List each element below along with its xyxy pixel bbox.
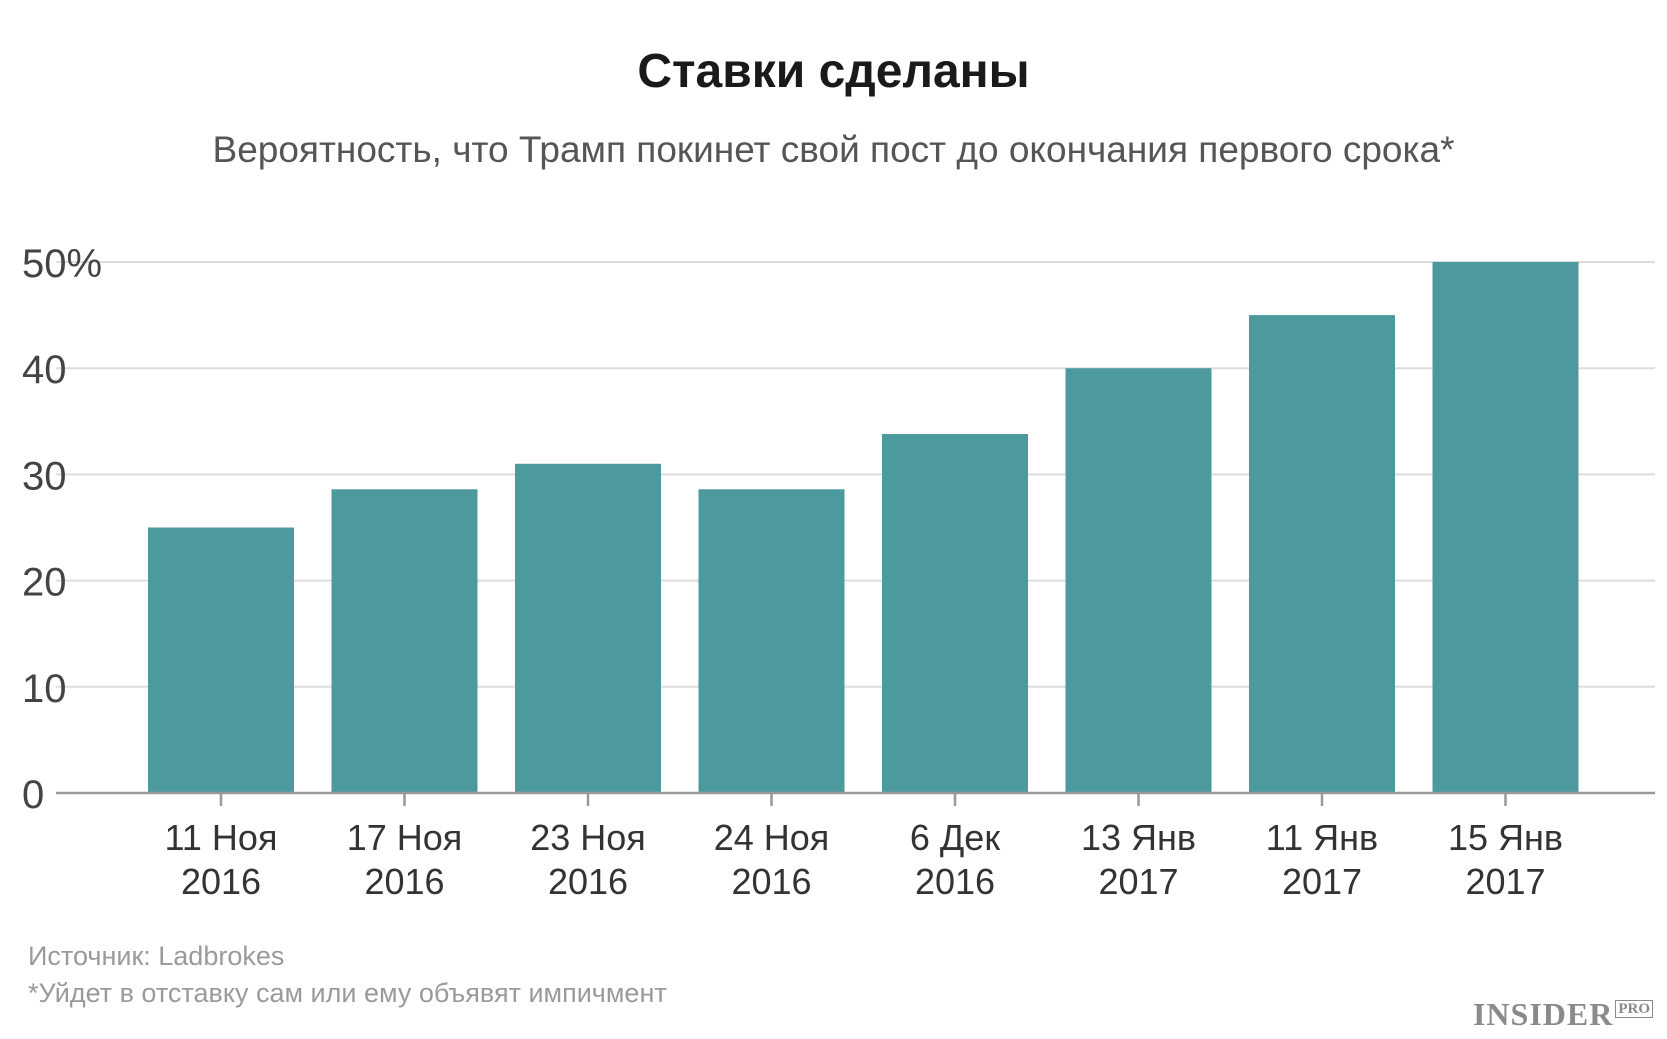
x-tick-label: 24 Ноя 2016 <box>714 817 830 902</box>
y-tick-label: 30 <box>22 454 67 498</box>
y-tick-label: 40 <box>22 348 67 392</box>
x-tick-label-line: 2016 <box>548 861 628 902</box>
x-tick-label-line: 6 Дек <box>910 817 1000 858</box>
x-tick-label-line: 2017 <box>1098 861 1178 902</box>
x-tick-label-line: 11 Янв <box>1266 817 1378 858</box>
x-tick-label: 6 Дек 2016 <box>910 817 1000 902</box>
x-tick-label: 11 Ноя 2016 <box>165 817 278 902</box>
x-tick-label: 17 Ноя 2016 <box>347 817 463 902</box>
x-tick-label-line: 2016 <box>915 861 995 902</box>
bar <box>148 527 294 793</box>
x-tick-label-line: 17 Ноя <box>347 817 463 858</box>
bar <box>882 434 1028 793</box>
y-tick-label: 50% <box>22 242 102 286</box>
y-tick-label: 10 <box>22 667 67 711</box>
bar <box>1065 368 1212 793</box>
x-tick-label-line: 2016 <box>181 861 261 902</box>
y-tick-label: 0 <box>22 773 44 817</box>
x-tick-label-line: 2017 <box>1465 861 1545 902</box>
x-tick-label-line: 13 Янв <box>1081 817 1196 858</box>
x-tick-label: 11 Янв 2017 <box>1266 817 1378 902</box>
bar <box>1249 315 1395 793</box>
x-tick-label-line: 23 Ноя <box>530 817 646 858</box>
bar <box>331 489 478 793</box>
x-tick-label: 13 Янв 2017 <box>1081 817 1196 902</box>
x-tick-label-line: 2016 <box>364 861 444 902</box>
bar <box>698 489 845 793</box>
bar <box>515 463 661 793</box>
footnote: *Уйдет в отставку сам или ему объявят им… <box>28 978 667 1008</box>
x-tick-label-line: 2017 <box>1282 861 1362 902</box>
insider-pro-logo: INSIDER PRO <box>1473 990 1653 1033</box>
x-tick-label: 15 Янв 2017 <box>1448 817 1563 902</box>
x-tick-label-line: 15 Янв <box>1448 817 1563 858</box>
bar <box>1432 262 1579 793</box>
x-tick-label-line: 2016 <box>731 861 811 902</box>
logo-text: INSIDER <box>1472 996 1614 1032</box>
x-tick-label: 23 Ноя 2016 <box>530 817 646 902</box>
y-tick-label: 20 <box>22 561 67 605</box>
logo-suffix: PRO <box>1615 1000 1653 1018</box>
source-note: Источник: Ladbrokes <box>28 941 285 971</box>
chart-subtitle: Вероятность, что Трамп покинет свой пост… <box>212 129 1455 170</box>
chart-title: Ставки сделаны <box>637 45 1030 98</box>
x-tick-label-line: 11 Ноя <box>165 817 278 858</box>
x-tick-label-line: 24 Ноя <box>714 817 830 858</box>
